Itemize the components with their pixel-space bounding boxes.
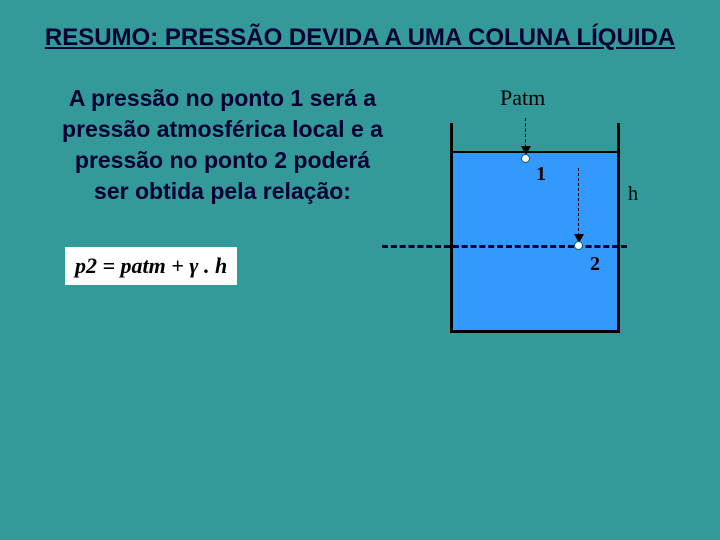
formula-container: p2 = patm + γ . h <box>55 247 390 285</box>
point-1-label: 1 <box>536 163 546 186</box>
slide-title: RESUMO: PRESSÃO DEVIDA A UMA COLUNA LÍQU… <box>0 0 720 53</box>
formula-box: p2 = patm + γ . h <box>65 247 237 285</box>
content-row: A pressão no ponto 1 será a pressão atmo… <box>0 53 720 363</box>
patm-label: Patm <box>500 85 545 111</box>
right-column: Patm 1 2 h <box>390 83 690 363</box>
pressure-diagram: Patm 1 2 h <box>410 83 660 363</box>
left-column: A pressão no ponto 1 será a pressão atmo… <box>20 83 390 363</box>
patm-arrow <box>525 118 526 153</box>
depth-dashline <box>382 245 627 248</box>
main-paragraph: A pressão no ponto 1 será a pressão atmo… <box>55 83 390 207</box>
depth-arrow <box>578 168 579 241</box>
point-2-label: 2 <box>590 253 600 276</box>
water-fill <box>453 151 617 330</box>
h-label: h <box>628 183 638 206</box>
